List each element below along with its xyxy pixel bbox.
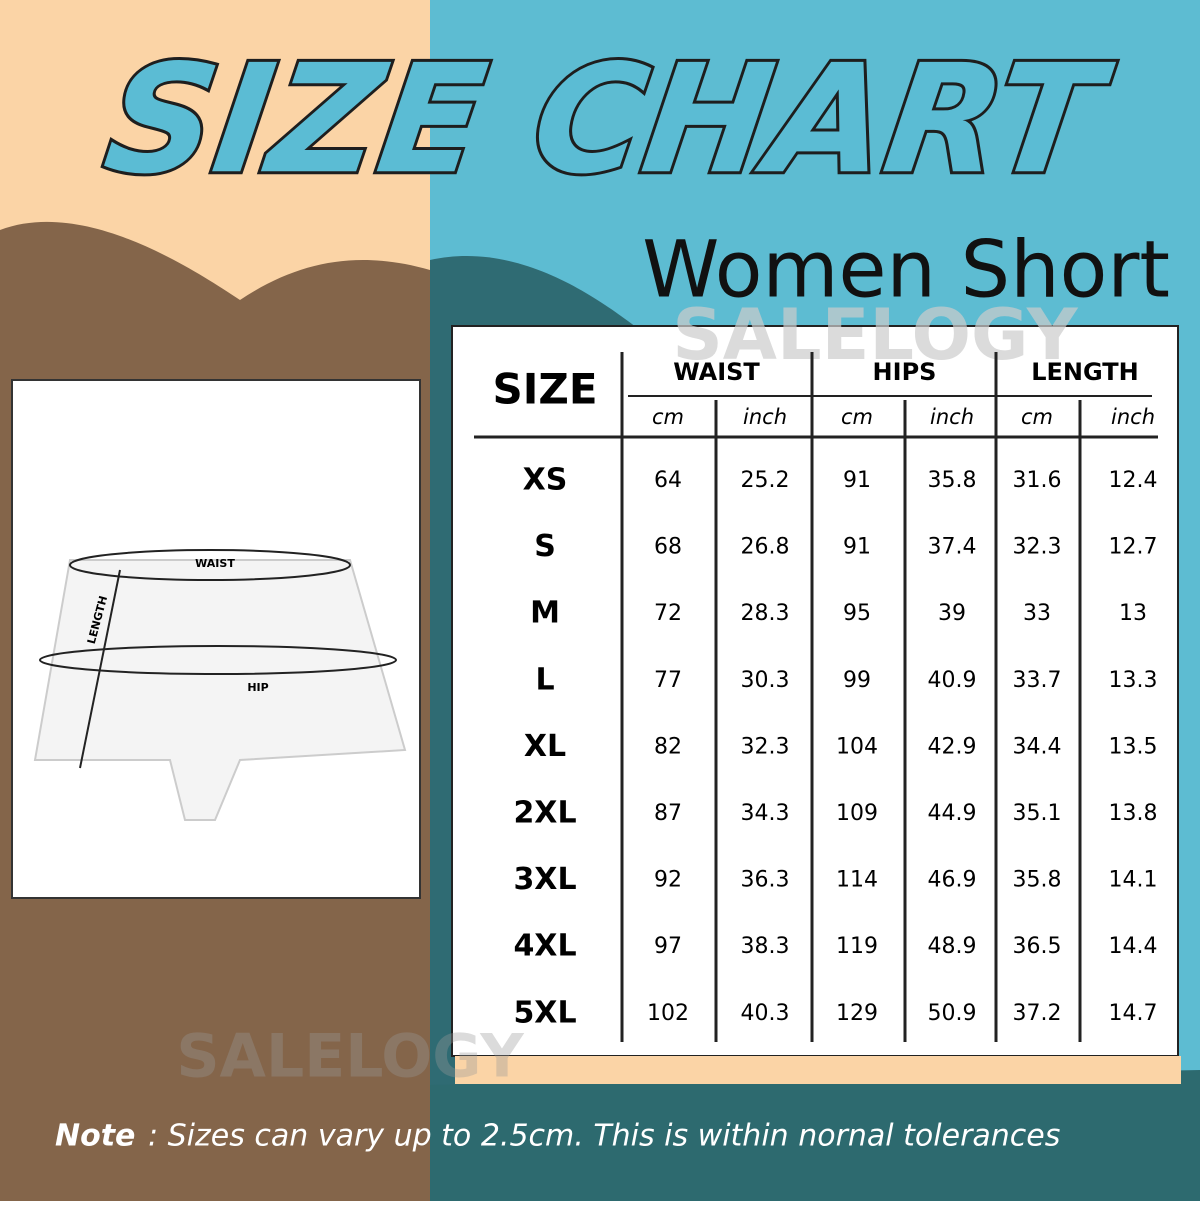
value-cell: 68 [654, 535, 682, 560]
size-cell: XS [523, 463, 568, 498]
group-header: HIPS [873, 358, 937, 386]
table-shadow [455, 1056, 1181, 1084]
waist-label: WAIST [195, 557, 235, 570]
value-cell: 39 [938, 601, 966, 626]
value-cell: 38.3 [741, 934, 790, 959]
watermark: SALELOGY [176, 1022, 525, 1092]
hip-label: HIP [247, 681, 268, 694]
unit-header: inch [930, 405, 974, 429]
shorts [33, 559, 407, 821]
value-cell: 14.1 [1109, 868, 1158, 893]
title: SIZE CHART [96, 32, 1121, 207]
value-cell: 72 [654, 601, 682, 626]
value-cell: 37.2 [1013, 1001, 1062, 1026]
value-cell: 36.5 [1013, 934, 1062, 959]
value-cell: 33 [1023, 601, 1051, 626]
waist-line [69, 549, 351, 581]
value-cell: 64 [654, 468, 682, 493]
value-cell: 35.8 [928, 468, 977, 493]
size-cell: S [534, 529, 556, 564]
group-header: WAIST [673, 358, 760, 386]
value-cell: 91 [843, 535, 871, 560]
value-cell: 104 [836, 734, 878, 759]
unit-header: cm [841, 405, 873, 429]
sea [430, 1070, 1200, 1201]
value-cell: 42.9 [928, 734, 977, 759]
value-cell: 119 [836, 934, 878, 959]
value-cell: 40.9 [928, 668, 977, 693]
length-line [79, 569, 121, 769]
value-cell: 99 [843, 668, 871, 693]
unit-header: inch [1111, 405, 1155, 429]
size-cell: 5XL [513, 995, 576, 1030]
value-cell: 48.9 [928, 934, 977, 959]
value-cell: 95 [843, 601, 871, 626]
size-cell: M [530, 596, 560, 631]
size-cell: 4XL [513, 929, 576, 964]
group-header: LENGTH [1031, 358, 1139, 386]
table: SIZE WAIST HIPS LENGTH cm inch cm inch cm inch XS 6… [474, 352, 1158, 1042]
value-cell: 46.9 [928, 868, 977, 893]
value-cell: 35.8 [1013, 868, 1062, 893]
value-cell: 12.4 [1109, 468, 1158, 493]
note-text: : Sizes can vary up to 2.5cm. This is wi… [148, 1119, 1060, 1154]
size-cell: XL [524, 729, 566, 764]
value-cell: 14.7 [1109, 1001, 1158, 1026]
subtitle: Women Short [642, 225, 1170, 315]
value-cell: 30.3 [741, 668, 790, 693]
value-cell: 31.6 [1013, 468, 1062, 493]
value-cell: 92 [654, 868, 682, 893]
size-cell: 2XL [513, 796, 576, 831]
value-cell: 50.9 [928, 1001, 977, 1026]
unit-header: inch [743, 405, 787, 429]
value-cell: 33.7 [1013, 668, 1062, 693]
value-cell: 114 [836, 868, 878, 893]
value-cell: 87 [654, 801, 682, 826]
value-cell: 109 [836, 801, 878, 826]
value-cell: 97 [654, 934, 682, 959]
value-cell: 14.4 [1109, 934, 1158, 959]
value-cell: 32.3 [1013, 535, 1062, 560]
value-cell: 35.1 [1013, 801, 1062, 826]
value-cell: 13.3 [1109, 668, 1158, 693]
value-cell: 91 [843, 468, 871, 493]
note-label: Note [55, 1119, 135, 1154]
unit-header: cm [652, 405, 684, 429]
size-cell: 3XL [513, 862, 576, 897]
value-cell: 129 [836, 1001, 878, 1026]
value-cell: 13 [1119, 601, 1147, 626]
value-cell: 40.3 [741, 1001, 790, 1026]
value-cell: 26.8 [741, 535, 790, 560]
value-cell: 77 [654, 668, 682, 693]
size-header: SIZE [492, 365, 597, 414]
unit-header: cm [1021, 405, 1053, 429]
value-cell: 13.8 [1109, 801, 1158, 826]
size-cell: L [535, 662, 554, 697]
value-cell: 34.3 [741, 801, 790, 826]
value-cell: 25.2 [741, 468, 790, 493]
table-box [451, 325, 1179, 1057]
watermark: SALELOGY [672, 294, 1079, 376]
value-cell: 34.4 [1013, 734, 1062, 759]
value-cell: 44.9 [928, 801, 977, 826]
hip-line [39, 645, 397, 675]
value-cell: 37.4 [928, 535, 977, 560]
value-cell: 13.5 [1109, 734, 1158, 759]
value-cell: 12.7 [1109, 535, 1158, 560]
value-cell: 28.3 [741, 601, 790, 626]
value-cell: 32.3 [741, 734, 790, 759]
value-cell: 102 [647, 1001, 689, 1026]
value-cell: 82 [654, 734, 682, 759]
value-cell: 36.3 [741, 868, 790, 893]
